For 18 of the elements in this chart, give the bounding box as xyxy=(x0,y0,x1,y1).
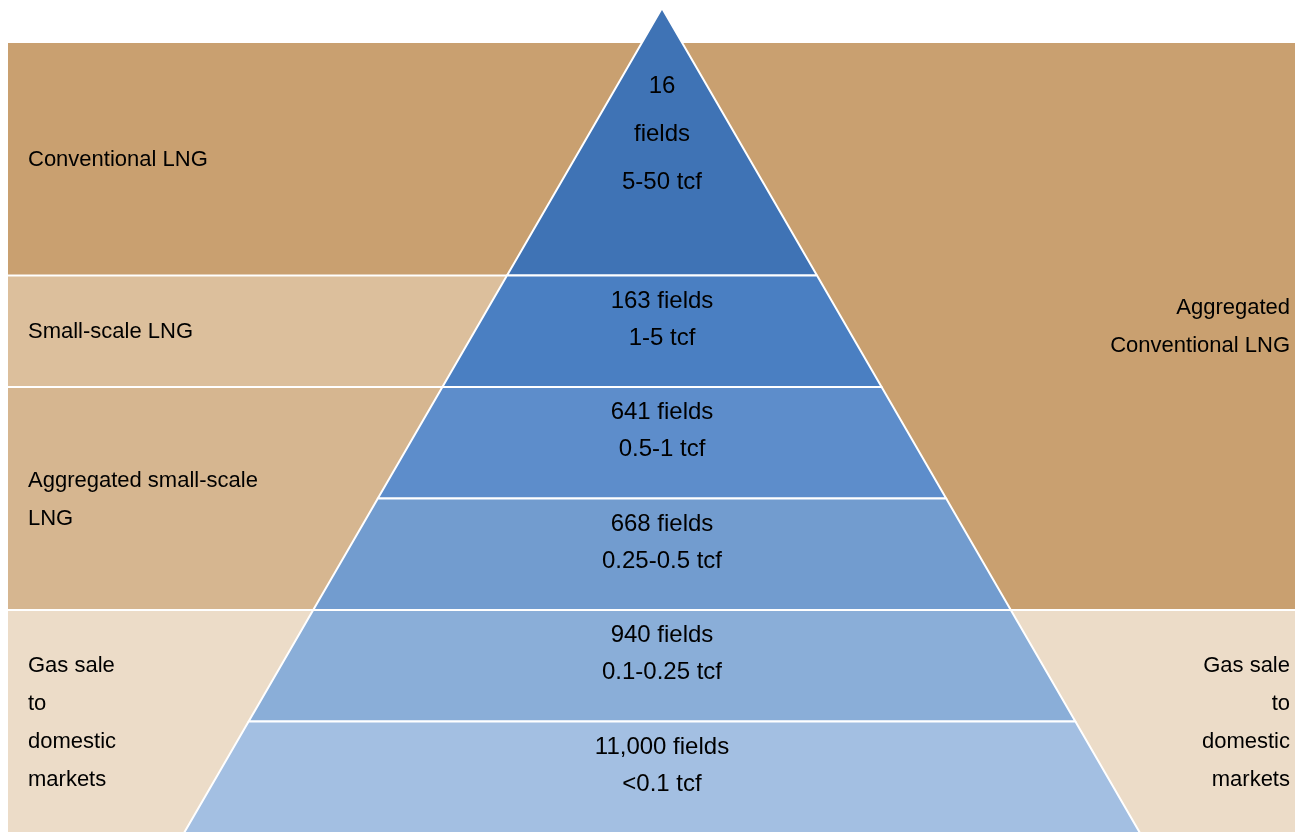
text: Gas sale to domestic markets xyxy=(28,651,117,791)
data-label: 668 fields xyxy=(610,508,714,536)
data-label: 163 fields xyxy=(610,285,714,313)
category-label: 0.1-0.25 tcf xyxy=(601,657,723,685)
category-label: 0.5-1 tcf xyxy=(618,434,706,462)
category-label: 5-50 tcf xyxy=(621,167,703,194)
data-label: 641 fields xyxy=(610,397,714,425)
data-label: 940 fields xyxy=(610,620,714,648)
text: Small-scale LNG xyxy=(28,318,194,344)
data-label: 11,000 fields xyxy=(594,731,730,759)
category-label: <0.1 tcf xyxy=(622,768,703,796)
text: Gas sale to domestic markets xyxy=(1201,651,1290,791)
category-label: 1-5 tcf xyxy=(628,322,696,350)
text: Conventional LNG xyxy=(28,145,208,171)
category-label: 0.25-0.5 tcf xyxy=(601,545,723,573)
text: Aggregated Conventional LNG xyxy=(1110,294,1290,358)
data-label: 16 fields xyxy=(633,71,691,146)
text: Aggregated small-scale LNG xyxy=(28,466,258,530)
